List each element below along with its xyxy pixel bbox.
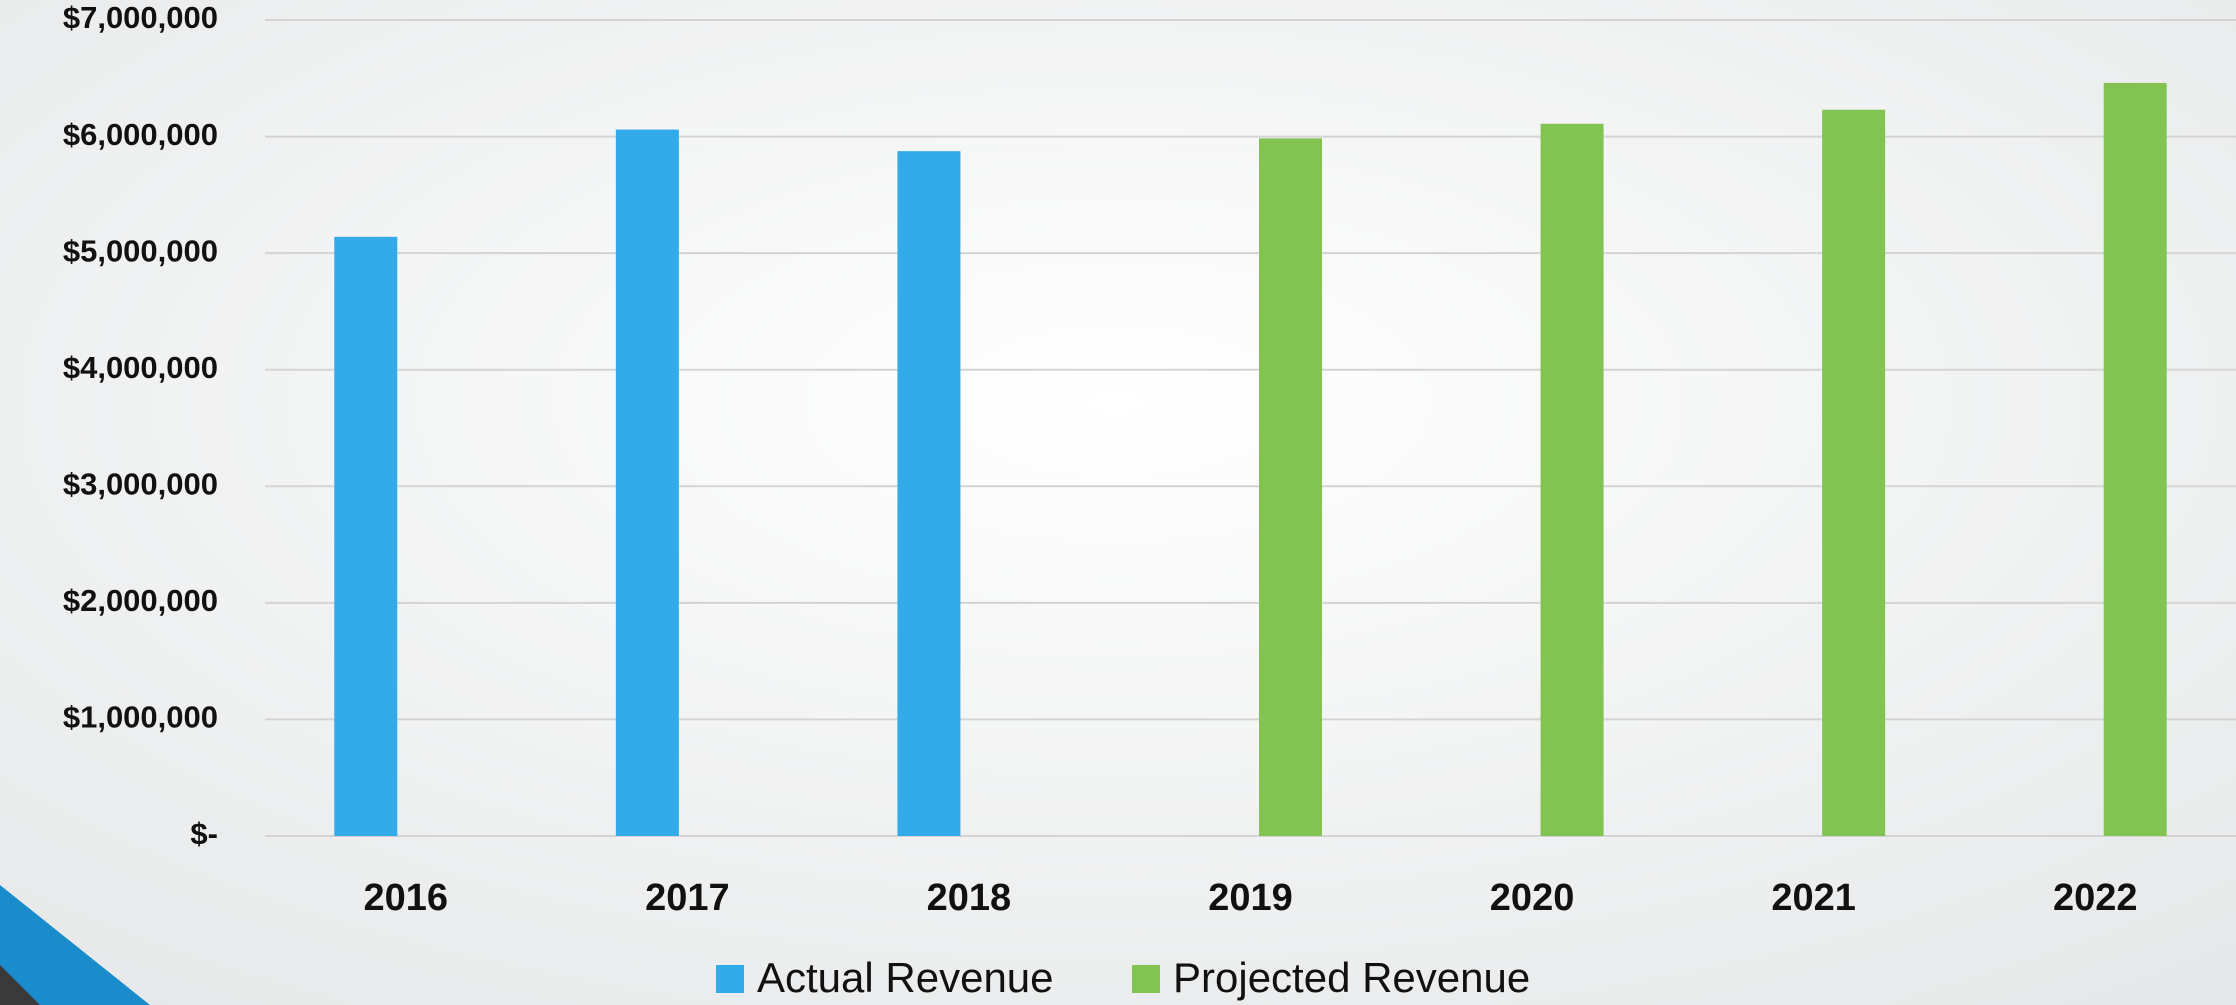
legend-label: Actual Revenue <box>757 954 1054 1001</box>
y-tick-label: $7,000,000 <box>63 0 218 35</box>
x-tick-label: 2016 <box>364 877 449 919</box>
y-tick-label: $3,000,000 <box>63 466 218 501</box>
decoration <box>0 965 40 1005</box>
bar <box>1540 123 1604 836</box>
bar <box>897 151 961 837</box>
x-tick-label: 2018 <box>927 877 1012 919</box>
x-tick-label: 2020 <box>1490 877 1575 919</box>
legend-swatch <box>1132 965 1160 993</box>
y-tick-label: $- <box>190 816 218 851</box>
y-tick-label: $5,000,000 <box>63 233 218 268</box>
y-tick-label: $2,000,000 <box>63 583 218 618</box>
bar <box>334 236 398 836</box>
bar <box>2103 82 2167 837</box>
bar <box>615 129 679 836</box>
x-tick-label: 2021 <box>1771 877 1856 919</box>
x-tick-label: 2017 <box>645 877 730 919</box>
bar <box>1259 138 1322 836</box>
bar <box>1822 109 1886 836</box>
legend-swatch <box>716 965 744 993</box>
y-tick-label: $1,000,000 <box>63 700 218 735</box>
x-tick-label: 2019 <box>1208 877 1293 919</box>
y-tick-label: $4,000,000 <box>63 350 218 385</box>
decoration <box>0 885 150 1005</box>
legend-label: Projected Revenue <box>1173 954 1530 1001</box>
x-tick-label: 2022 <box>2053 877 2138 919</box>
y-tick-label: $6,000,000 <box>63 117 218 152</box>
